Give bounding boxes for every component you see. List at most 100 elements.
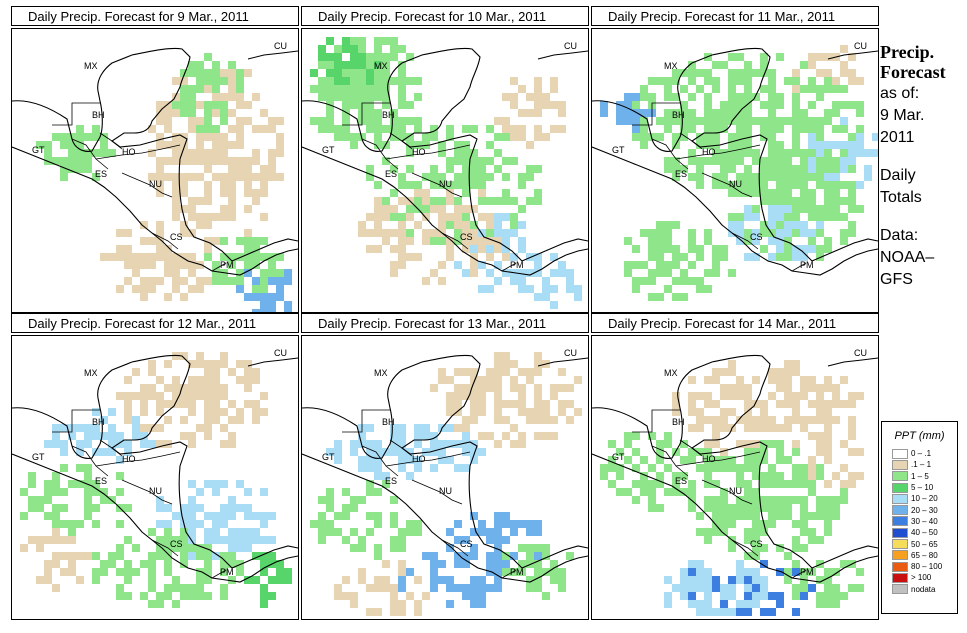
legend-item: .1 – 1 (892, 459, 957, 470)
caribbean-coastline (12, 47, 298, 262)
country-label-pm: PM (800, 567, 814, 577)
precip-map-svg: MX CU BH GT HO ES NU CS PM (592, 348, 878, 616)
country-label-nu: NU (149, 486, 162, 496)
country-label-pm: PM (800, 260, 814, 270)
country-label-ho: HO (412, 454, 426, 464)
country-label-cu: CU (854, 348, 867, 358)
forecast-map: MX CU BH GT HO ES NU CS PM (591, 335, 879, 620)
country-label-nu: NU (439, 179, 452, 189)
country-border (342, 102, 390, 126)
info-title-line1: Precip. (880, 42, 935, 62)
country-border (701, 172, 753, 198)
country-label-es: ES (675, 169, 687, 179)
legend-swatch (892, 471, 908, 482)
as-of-year: 2011 (880, 129, 915, 146)
country-border (71, 445, 109, 477)
country-label-es: ES (95, 169, 107, 179)
legend-item: 0 – .1 (892, 448, 957, 459)
country-border (361, 445, 399, 477)
country-border (731, 232, 759, 250)
country-border (385, 144, 471, 160)
country-label-pm: PM (220, 567, 234, 577)
country-border (632, 102, 680, 126)
pacific-coastline (12, 453, 298, 583)
legend-label: 80 – 100 (911, 562, 943, 572)
country-label-ho: HO (122, 454, 136, 464)
caribbean-coastline (12, 354, 298, 569)
legend-swatch (892, 493, 908, 504)
legend-swatch (892, 584, 908, 595)
panel-title: Daily Precip. Forecast for 14 Mar., 2011 (591, 313, 879, 333)
info-title-line2: Forecast (880, 62, 946, 82)
precip-map-svg: MX CU BH GT HO ES NU CS PM (302, 348, 588, 616)
country-border (121, 479, 173, 505)
legend-swatch (892, 505, 908, 516)
country-border (651, 138, 689, 170)
country-label-bh: BH (382, 417, 395, 427)
country-label-mx: MX (374, 368, 388, 378)
panel-title: Daily Precip. Forecast for 9 Mar., 2011 (11, 6, 299, 26)
panel-title: Daily Precip. Forecast for 12 Mar., 2011 (11, 313, 299, 333)
legend-swatch (892, 459, 908, 470)
country-border (52, 102, 100, 126)
panel-title: Daily Precip. Forecast for 11 Mar., 2011 (591, 6, 879, 26)
country-label-gt: GT (32, 452, 45, 462)
caribbean-coastline (302, 354, 588, 569)
country-border (679, 439, 703, 457)
forecast-panel-6: Daily Precip. Forecast for 14 Mar., 2011… (591, 313, 879, 620)
country-label-nu: NU (439, 486, 452, 496)
country-border (651, 445, 689, 477)
country-label-mx: MX (84, 61, 98, 71)
precip-grid (36, 53, 292, 312)
country-border (95, 451, 181, 467)
forecast-map: MX CU BH GT HO ES NU CS PM (11, 28, 299, 313)
country-label-cs: CS (460, 232, 473, 242)
country-border (71, 138, 109, 170)
cuba-coastline (247, 50, 298, 60)
country-border (342, 409, 390, 433)
country-label-mx: MX (664, 61, 678, 71)
country-border (211, 262, 227, 272)
legend-item: 20 – 30 (892, 504, 957, 516)
country-border (121, 172, 173, 198)
country-label-nu: NU (729, 179, 742, 189)
country-border (632, 409, 680, 433)
legend-swatch (892, 572, 908, 583)
forecast-panel-3: Daily Precip. Forecast for 11 Mar., 2011… (591, 6, 879, 313)
country-label-gt: GT (32, 145, 45, 155)
country-label-bh: BH (382, 110, 395, 120)
legend-label: .1 – 1 (911, 460, 932, 470)
country-border (411, 172, 463, 198)
panel-title: Daily Precip. Forecast for 10 Mar., 2011 (301, 6, 589, 26)
legend-label: 30 – 40 (911, 516, 938, 526)
country-label-bh: BH (672, 417, 685, 427)
as-of-date: 9 Mar. (880, 107, 925, 124)
country-label-pm: PM (510, 567, 524, 577)
legend-item: 40 – 50 (892, 527, 957, 538)
precip-grid (600, 45, 878, 301)
pacific-coastline (302, 146, 588, 276)
legend-swatch (892, 448, 908, 459)
precip-grid (20, 352, 292, 608)
country-border (731, 539, 759, 557)
legend-item: 30 – 40 (892, 516, 957, 527)
legend-label: nodata (911, 584, 936, 594)
legend-swatch (892, 550, 908, 561)
caribbean-coastline (302, 47, 588, 262)
legend-label: 20 – 30 (911, 505, 938, 515)
pacific-coastline (592, 453, 878, 583)
cuba-coastline (827, 357, 878, 367)
legend-label: 10 – 20 (911, 494, 938, 504)
legend-label: > 100 (911, 573, 932, 583)
country-label-nu: NU (729, 486, 742, 496)
country-label-cu: CU (274, 348, 287, 358)
precip-grid (600, 360, 864, 616)
legend-item: 10 – 20 (892, 493, 957, 504)
country-label-gt: GT (612, 452, 625, 462)
country-label-ho: HO (702, 147, 716, 157)
country-label-es: ES (385, 169, 397, 179)
country-border (99, 132, 123, 150)
data-source-label: Data: (880, 227, 919, 244)
country-label-gt: GT (612, 145, 625, 155)
legend-item: 5 – 10 (892, 482, 957, 493)
